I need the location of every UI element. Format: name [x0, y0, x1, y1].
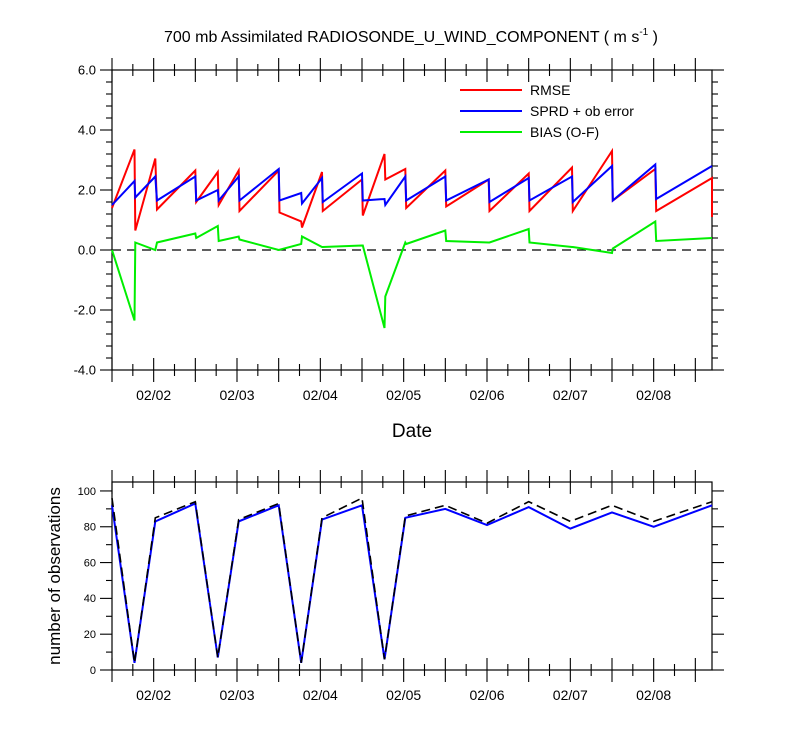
x-tick-label: 02/05 — [386, 387, 421, 403]
top-axis-ticks — [100, 58, 724, 382]
y-tick-label: 2.0 — [78, 183, 96, 198]
top-y-tick-labels: -4.0 -2.0 0.0 2.0 4.0 6.0 — [74, 63, 96, 378]
y-tick-label: 6.0 — [78, 63, 96, 78]
y-axis-title-observations: number of observations — [45, 487, 64, 665]
x-tick-label: 02/04 — [303, 387, 338, 403]
legend-label: BIAS (O-F) — [530, 124, 599, 140]
x-tick-label: 02/07 — [553, 687, 588, 703]
bottom-axis-ticks — [100, 470, 724, 682]
x-tick-label: 02/04 — [303, 687, 338, 703]
legend-label: RMSE — [530, 82, 570, 98]
bottom-plot-frame — [111, 481, 713, 671]
x-axis-title: Date — [392, 421, 432, 442]
top-plot-panel: -4.0-2.00.02.04.06.0 02/02 02/03 02/04 02/0… — [74, 58, 724, 442]
x-tick-label: 02/06 — [469, 387, 504, 403]
y-tick-label: 60 — [84, 557, 96, 569]
top-series-lines — [111, 147, 713, 329]
x-tick-label: 02/05 — [386, 687, 421, 703]
series-line-observations-used — [111, 502, 713, 663]
chart-title: 700 mb Assimilated RADIOSONDE_U_WIND_COM… — [164, 27, 658, 46]
bottom-y-tick-labels: 0 20 40 60 80 100 — [78, 486, 96, 677]
top-plot-frame — [111, 69, 713, 371]
series-line-observations-possible — [111, 496, 713, 663]
top-x-tick-labels: 02/02 02/03 02/04 02/05 02/06 02/07 02/08 — [136, 387, 671, 403]
x-tick-label: 02/06 — [469, 687, 504, 703]
y-tick-label: -2.0 — [74, 303, 96, 318]
x-tick-label: 02/07 — [553, 387, 588, 403]
y-tick-label: 40 — [84, 593, 96, 605]
series-line-sprd-ob-error — [111, 162, 713, 208]
y-tick-label: 0.0 — [78, 243, 96, 258]
series-line-bias-o-f — [111, 219, 713, 329]
y-tick-label: 80 — [84, 522, 96, 534]
legend: RMSE SPRD + ob error BIAS (O-F) — [460, 82, 634, 140]
x-tick-label: 02/08 — [636, 687, 671, 703]
x-tick-label: 02/03 — [219, 387, 254, 403]
y-tick-label: 0 — [90, 665, 96, 677]
x-tick-label: 02/02 — [136, 687, 171, 703]
y-tick-label: 20 — [84, 629, 96, 641]
x-tick-label: 02/03 — [219, 687, 254, 703]
y-tick-label: -4.0 — [74, 363, 96, 378]
bottom-series-lines — [111, 496, 713, 663]
y-tick-label: 100 — [78, 486, 96, 498]
bottom-x-tick-labels: 02/02 02/03 02/04 02/05 02/06 02/07 02/08 — [136, 687, 671, 703]
x-tick-label: 02/08 — [636, 387, 671, 403]
series-line-rmse — [111, 147, 713, 231]
y-tick-label: 4.0 — [78, 123, 96, 138]
legend-label: SPRD + ob error — [530, 103, 634, 119]
x-tick-label: 02/02 — [136, 387, 171, 403]
